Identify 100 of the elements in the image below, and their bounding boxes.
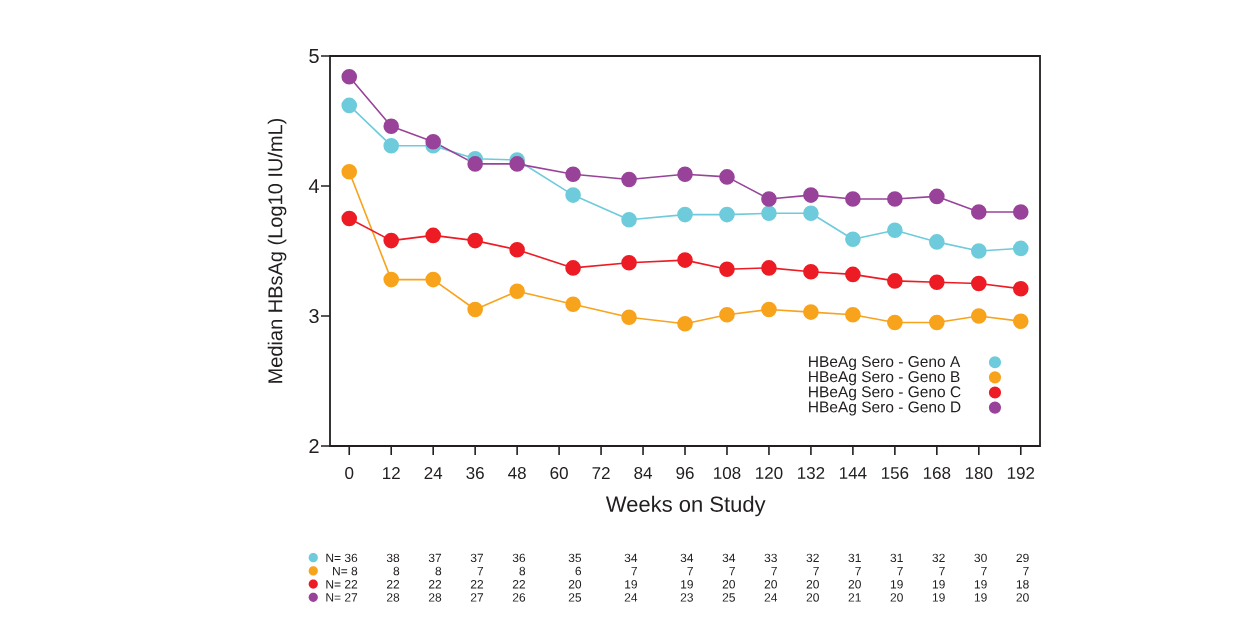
point xyxy=(509,241,525,258)
point xyxy=(677,166,693,183)
point xyxy=(803,304,819,320)
point xyxy=(887,273,903,289)
point xyxy=(929,274,945,290)
text: 27 xyxy=(470,593,484,602)
text: 34 xyxy=(624,553,638,563)
y-tick-label: 3 xyxy=(309,308,319,324)
x-tick-label: 12 xyxy=(383,467,400,479)
text: 6 xyxy=(575,566,582,576)
text: 8 xyxy=(435,566,442,576)
text: 7 xyxy=(477,566,484,576)
x-tick-label: 0 xyxy=(345,466,354,480)
point xyxy=(719,169,735,185)
point xyxy=(719,306,735,323)
point xyxy=(803,264,819,280)
x-tick-label: 180 xyxy=(965,466,993,480)
point xyxy=(719,206,735,223)
point xyxy=(383,271,400,288)
text: 23 xyxy=(680,593,693,602)
x-tick-label: 36 xyxy=(466,466,484,480)
point xyxy=(565,187,581,203)
text: 25 xyxy=(722,593,735,602)
point xyxy=(761,260,777,276)
point xyxy=(887,222,903,238)
x-tick-label: 156 xyxy=(881,466,909,480)
text: 32 xyxy=(932,553,945,563)
text: 37 xyxy=(428,553,442,563)
text: 7 xyxy=(729,566,735,576)
y-axis-title: Median HBsAg (Log10 IU/mL) xyxy=(267,118,287,383)
text: 19 xyxy=(625,580,637,589)
text: 36 xyxy=(512,553,526,563)
point xyxy=(341,210,358,227)
point xyxy=(1012,280,1029,297)
text: 28 xyxy=(386,593,400,602)
text: 20 xyxy=(848,580,861,589)
text: 20 xyxy=(806,580,819,589)
point xyxy=(929,314,945,331)
point xyxy=(971,204,987,220)
point xyxy=(971,308,987,324)
point xyxy=(929,234,945,250)
point xyxy=(677,206,693,223)
point xyxy=(565,260,581,276)
x-tick-label: 120 xyxy=(756,466,783,480)
point xyxy=(845,266,861,283)
text: 22 xyxy=(470,580,484,589)
text: 7 xyxy=(855,566,861,576)
point xyxy=(845,306,861,323)
text: 20 xyxy=(806,593,819,602)
text: 18 xyxy=(1016,580,1029,589)
point xyxy=(565,296,581,313)
text: N= 8 xyxy=(333,566,358,576)
text: 20 xyxy=(764,580,777,589)
text: 7 xyxy=(939,566,945,576)
x-tick-label: 132 xyxy=(798,466,825,480)
text: 20 xyxy=(722,580,736,589)
point xyxy=(971,243,987,259)
text: 37 xyxy=(470,553,484,563)
point xyxy=(845,191,861,207)
text: 7 xyxy=(981,566,987,576)
point xyxy=(621,171,637,188)
text: 8 xyxy=(393,566,400,576)
point xyxy=(565,166,581,183)
point xyxy=(509,156,525,172)
point xyxy=(719,261,735,277)
point xyxy=(425,134,441,150)
x-tick-label: 96 xyxy=(676,466,694,480)
text: 30 xyxy=(974,553,987,563)
text: 29 xyxy=(1016,553,1029,563)
point xyxy=(971,275,987,292)
point xyxy=(677,316,693,332)
point xyxy=(621,212,637,228)
text: 24 xyxy=(764,593,778,602)
text: 19 xyxy=(890,580,903,589)
text: 34 xyxy=(722,553,736,563)
point xyxy=(1012,204,1029,220)
point xyxy=(425,227,441,244)
x-tick-label: 72 xyxy=(592,467,610,479)
point xyxy=(467,232,483,249)
x-tick-label: 108 xyxy=(714,466,741,480)
text: 22 xyxy=(386,580,400,589)
text: 25 xyxy=(568,593,582,602)
y-tick-label: 4 xyxy=(308,179,319,193)
text: 7 xyxy=(771,566,777,576)
x-tick-label: 84 xyxy=(634,466,652,480)
point xyxy=(383,232,400,249)
x-tick-label: 24 xyxy=(424,467,443,479)
text: 20 xyxy=(1016,593,1029,602)
point xyxy=(341,69,358,85)
y-tick-label: 5 xyxy=(309,49,319,63)
text: 7 xyxy=(631,566,637,576)
x-tick-label: 192 xyxy=(1007,466,1035,480)
text: 22 xyxy=(428,580,442,589)
point xyxy=(621,254,637,271)
text: N= 36 xyxy=(326,553,358,563)
text: 31 xyxy=(890,553,903,563)
text: 32 xyxy=(806,553,819,563)
point xyxy=(1012,240,1029,257)
text: 7 xyxy=(897,566,903,576)
text: 20 xyxy=(890,593,903,602)
